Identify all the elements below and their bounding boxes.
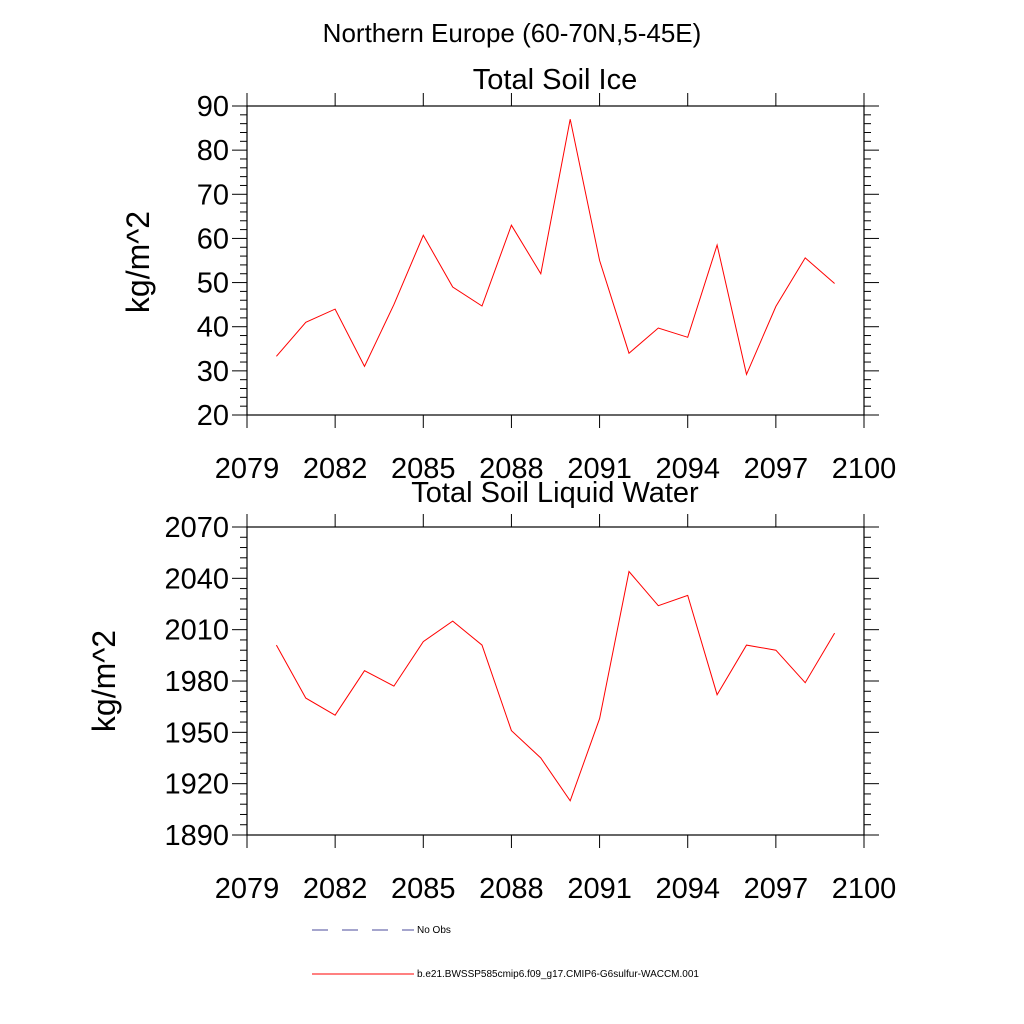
- x-tick-label: 2091: [567, 873, 632, 905]
- y-tick-labels: 1890 1920 1950 1980 2010 2040 2070: [164, 512, 229, 852]
- tick-marks: [232, 93, 879, 428]
- x-tick-label: 2079: [215, 873, 280, 905]
- y-tick-label: 1980: [164, 666, 229, 698]
- y-axis-label: kg/m^2: [86, 630, 122, 732]
- x-tick-label: 2097: [744, 453, 809, 485]
- x-tick-label: 2085: [391, 873, 456, 905]
- legend-label: No Obs: [417, 925, 451, 936]
- x-tick-label: 2097: [744, 873, 809, 905]
- y-tick-label: 90: [197, 91, 229, 123]
- panel-title: Total Soil Liquid Water: [411, 477, 699, 509]
- y-tick-label: 50: [197, 268, 229, 300]
- x-tick-label: 2094: [655, 453, 720, 485]
- y-tick-label: 2010: [164, 615, 229, 647]
- plot-frame: [246, 526, 865, 836]
- panel-total-soil-liquid-water: Total Soil Liquid Water kg/m^2 2079 2082 2…: [86, 477, 896, 905]
- x-tick-label: 2088: [479, 873, 544, 905]
- x-tick-label: 2100: [832, 873, 897, 905]
- x-tick-label: 2100: [832, 453, 897, 485]
- tick-marks: [232, 514, 879, 848]
- x-tick-label: 2085: [391, 453, 456, 485]
- y-tick-label: 70: [197, 179, 229, 211]
- y-tick-label: 1920: [164, 769, 229, 801]
- y-tick-label: 30: [197, 356, 229, 388]
- legend-item-no-obs: No Obs: [312, 925, 451, 936]
- y-tick-label: 60: [197, 223, 229, 255]
- x-tick-labels: 2079 2082 2085 2088 2091 2094 2097 2100: [215, 453, 897, 485]
- y-axis-label: kg/m^2: [120, 211, 156, 313]
- x-tick-label: 2094: [655, 873, 720, 905]
- figure-suptitle: Northern Europe (60-70N,5-45E): [323, 18, 702, 48]
- plot-frame: [246, 105, 865, 416]
- legend-item-model-run: b.e21.BWSSP585cmip6.f09_g17.CMIP6-G6sulf…: [312, 969, 699, 980]
- legend: No Obs b.e21.BWSSP585cmip6.f09_g17.CMIP6…: [312, 925, 699, 980]
- panel-title: Total Soil Ice: [473, 64, 637, 96]
- y-tick-label: 1950: [164, 717, 229, 749]
- panel-total-soil-ice: Total Soil Ice kg/m^2 2079 2082 2085 2088 20…: [120, 64, 896, 485]
- y-tick-label: 2070: [164, 512, 229, 544]
- y-tick-label: 80: [197, 135, 229, 167]
- series-line-soil-ice: [276, 119, 835, 377]
- x-tick-label: 2082: [303, 453, 368, 485]
- y-tick-label: 40: [197, 312, 229, 344]
- legend-label: b.e21.BWSSP585cmip6.f09_g17.CMIP6-G6sulf…: [417, 969, 699, 980]
- y-tick-label: 2040: [164, 563, 229, 595]
- y-tick-label: 20: [197, 400, 229, 432]
- x-tick-label: 2088: [479, 453, 544, 485]
- x-tick-label: 2091: [567, 453, 632, 485]
- x-tick-label: 2079: [215, 453, 280, 485]
- series-line-soil-liquid-water: [275, 570, 836, 802]
- x-tick-labels: 2079 2082 2085 2088 2091 2094 2097 2100: [215, 873, 897, 905]
- y-tick-labels: 20 30 40 50 60 70 80 90: [197, 91, 229, 432]
- x-tick-label: 2082: [303, 873, 368, 905]
- y-tick-label: 1890: [164, 820, 229, 852]
